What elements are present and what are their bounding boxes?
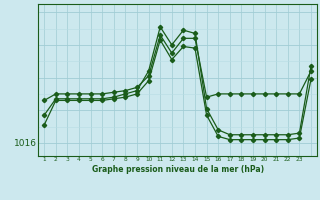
X-axis label: Graphe pression niveau de la mer (hPa): Graphe pression niveau de la mer (hPa)	[92, 165, 264, 174]
